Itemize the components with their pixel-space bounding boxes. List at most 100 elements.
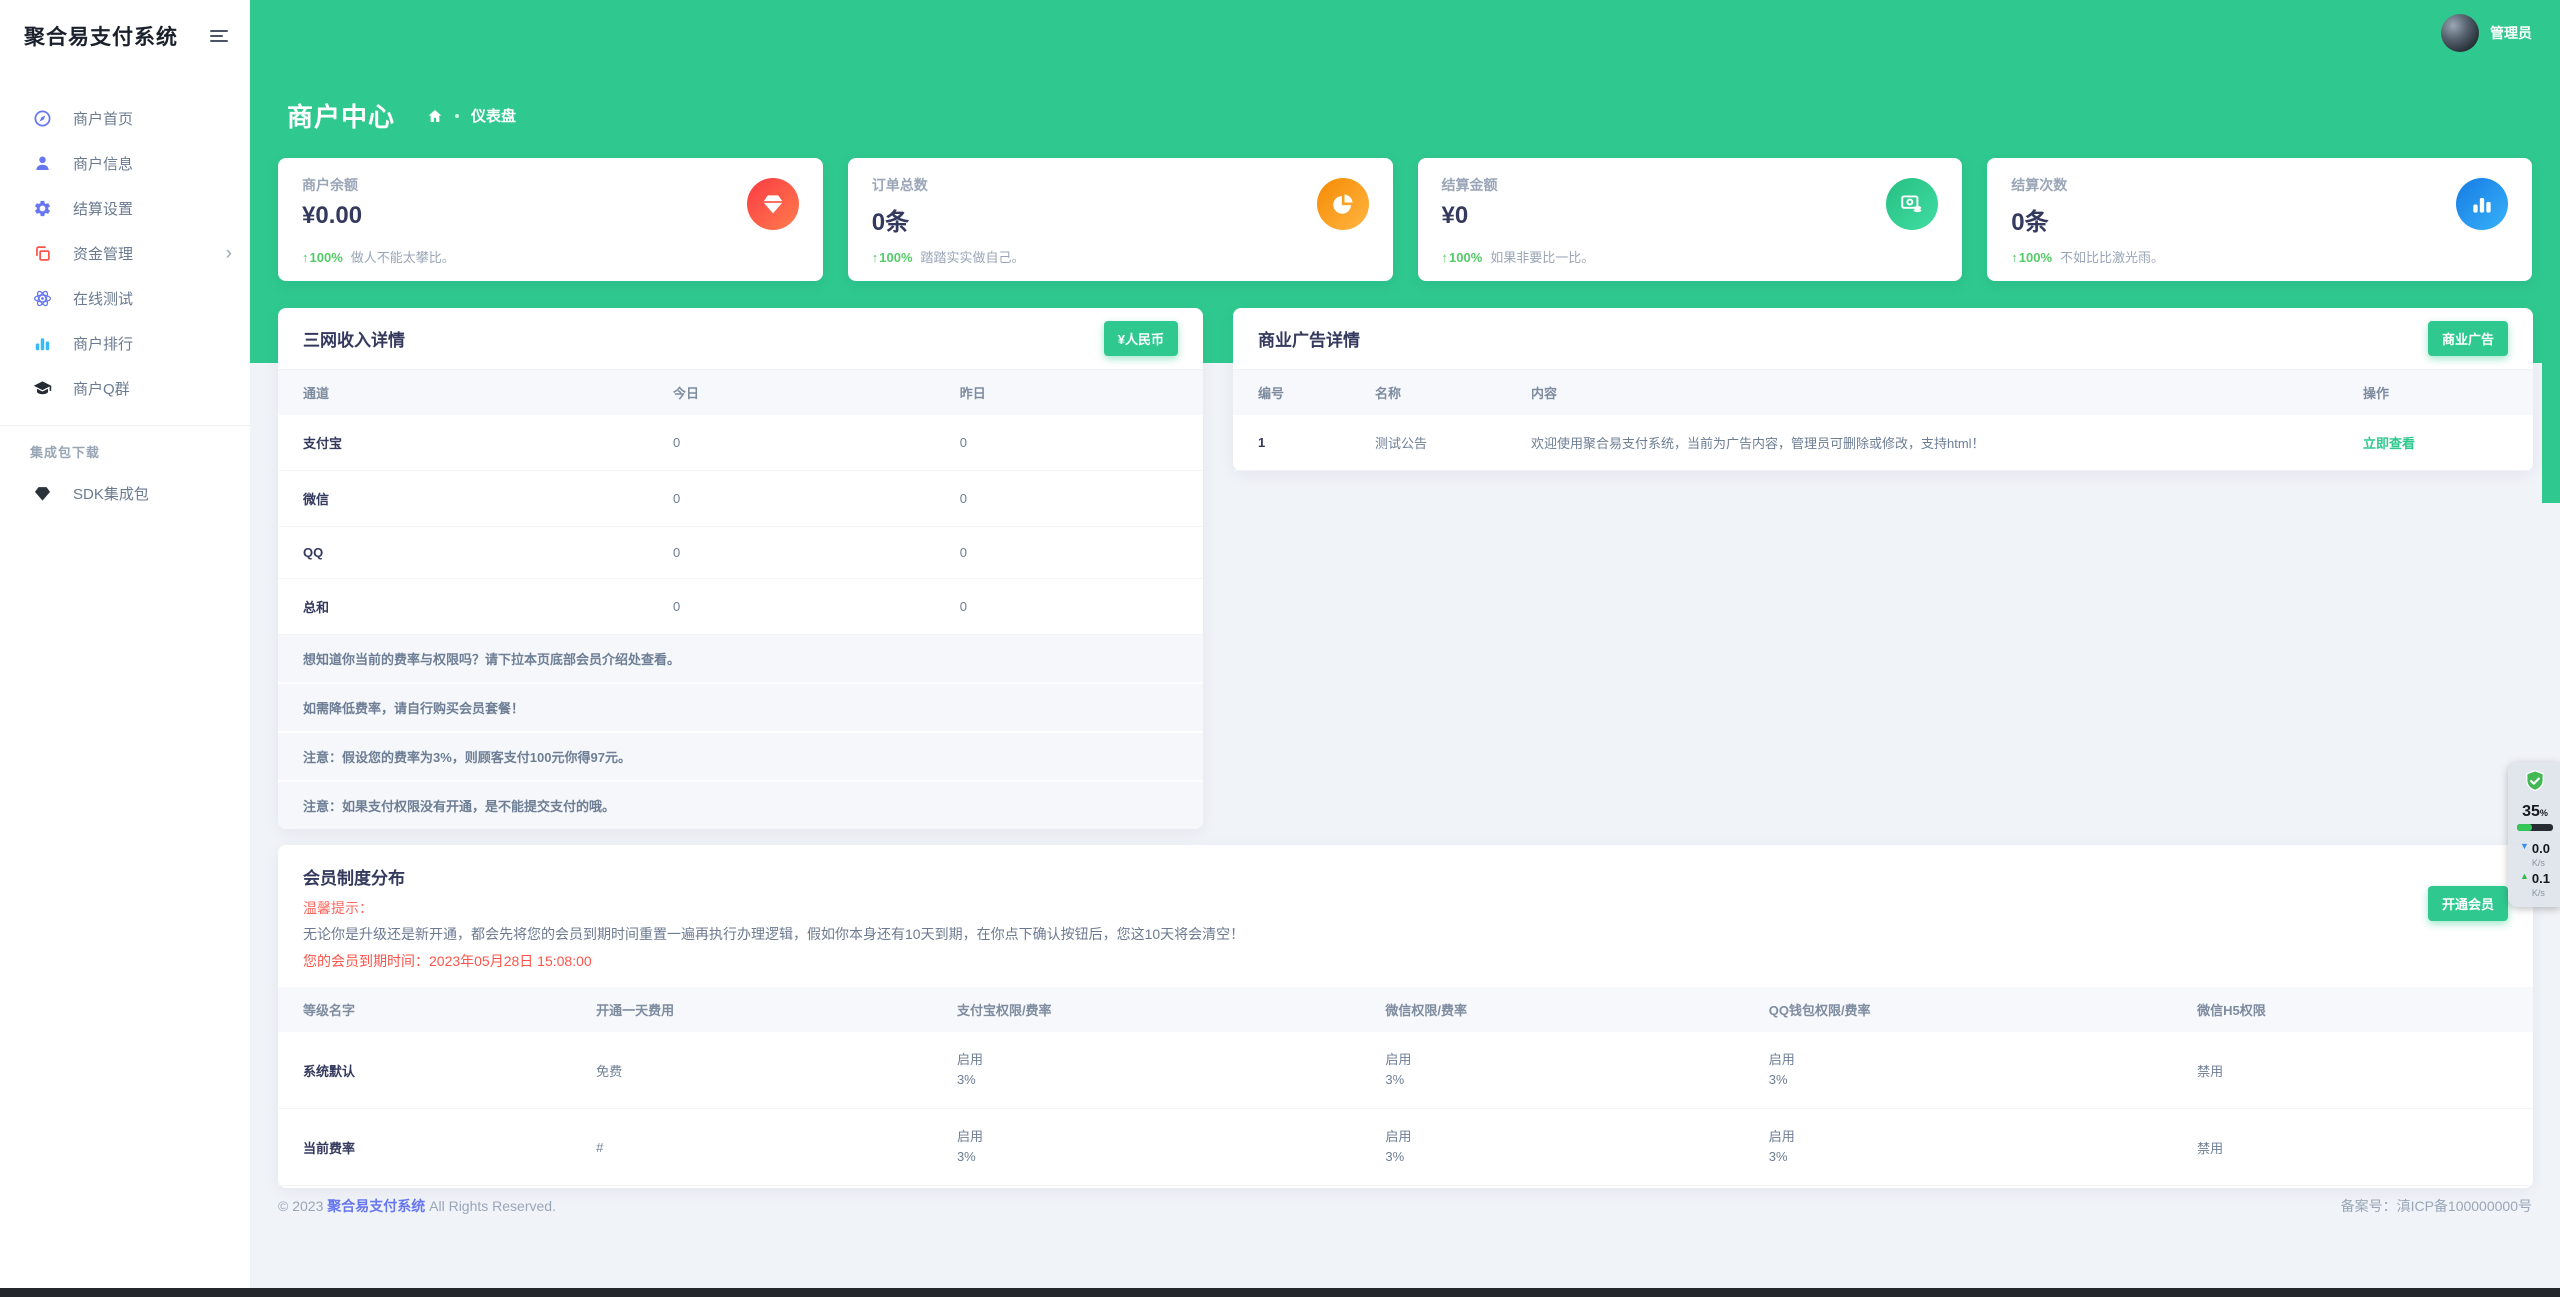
level-fee: 免费 (571, 1032, 932, 1109)
compass-icon (30, 109, 54, 128)
bar-chart-icon (30, 334, 54, 353)
trend-up-icon: 100% (2011, 250, 2052, 265)
sidebar-item-label: 商户信息 (73, 156, 134, 173)
sidebar-item-merchant-info[interactable]: 商户信息 (0, 141, 250, 186)
table-row: 1 测试公告 欢迎使用聚合易支付系统，当前为广告内容，管理员可删除或修改，支持h… (1233, 415, 2533, 471)
income-panel-header: 三网收入详情 ¥人民币 (278, 308, 1203, 370)
column-header: 微信权限/费率 (1360, 987, 1744, 1032)
sidebar-item-merchant-home[interactable]: 商户首页 (0, 96, 250, 141)
stat-value: ¥0.00 (302, 202, 363, 229)
column-header: QQ钱包权限/费率 (1743, 987, 2173, 1032)
rate-note: 注意：假设您的费率为3%，则顾客支付100元你得97元。 (278, 733, 1203, 782)
shield-check-icon (2523, 769, 2547, 798)
rate-note: 注意：如果支付权限没有开通，是不能提交支付的哦。 (278, 782, 1203, 829)
yesterday-value: 0 (934, 526, 1203, 579)
ads-button[interactable]: 商业广告 (2427, 321, 2508, 356)
footer-icp: 备案号：滇ICP备100000000号 (2340, 1198, 2532, 1214)
channel-name: 支付宝 (278, 415, 648, 471)
bottom-edge-bar (0, 1288, 2560, 1297)
breadcrumb-item[interactable]: 仪表盘 (471, 108, 517, 125)
brand-row: 聚合易支付系统 (0, 0, 250, 72)
ad-id: 1 (1233, 415, 1350, 471)
system-monitor-widget[interactable]: 35% ▼ 0.0 K/s ▲ 0.1 K/s (2508, 762, 2560, 907)
page-header: 商户中心 仪表盘 (287, 97, 516, 134)
column-header: 通道 (278, 370, 648, 415)
column-header: 支付宝权限/费率 (931, 987, 1361, 1032)
stat-card-orders: 订单总数 0条 100% 踏踏实实做自己。 (847, 158, 1393, 281)
stat-value: 0条 (871, 209, 910, 236)
membership-header: 会员制度分布 温馨提示： 无论你是升级还是新开通，都会先将您的会员到期时间重置一… (278, 845, 2533, 987)
sidebar-menu: 商户首页 商户信息 结算设置 资金管理 (0, 96, 250, 516)
sidebar-item-label: 资金管理 (73, 246, 134, 263)
arrow-up-icon: ▲ (2520, 871, 2529, 881)
sidebar-item-merchant-ranking[interactable]: 商户排行 (0, 321, 250, 366)
column-header: 名称 (1350, 370, 1506, 415)
alipay-permission: 启用 3% (931, 1108, 1361, 1186)
today-value: 0 (648, 578, 935, 635)
column-header: 编号 (1233, 370, 1350, 415)
footer-copyright: © 2023 聚合易支付系统 All Rights Reserved. (278, 1196, 556, 1216)
today-value: 0 (648, 470, 935, 527)
channel-name: 总和 (278, 578, 648, 635)
table-row: 微信 0 0 (278, 470, 1203, 527)
atom-icon (30, 289, 54, 308)
membership-panel: 会员制度分布 温馨提示： 无论你是升级还是新开通，都会先将您的会员到期时间重置一… (278, 845, 2533, 1188)
table-row: 当前费率 # 启用 3% 启用 3% 启用 3% 禁用 (278, 1108, 2533, 1186)
upload-speed-value: 0.1 (2531, 871, 2550, 886)
ad-name: 测试公告 (1350, 415, 1506, 471)
stat-note: 不如比比激光雨。 (2060, 250, 2165, 265)
view-now-link[interactable]: 立即查看 (2363, 436, 2416, 451)
qq-permission: 启用 3% (1743, 1108, 2173, 1186)
yesterday-value: 0 (934, 470, 1203, 527)
diamond-icon (30, 484, 54, 503)
stat-cards-row: 商户余额 ¥0.00 100% 做人不能太攀比。 订单总数 0条 100% 踏踏实实… (278, 158, 2532, 281)
stat-value: ¥0 (1441, 202, 1469, 229)
stat-card-settle-amount: 结算金额 ¥0 100% 如果非要比一比。 (1417, 158, 1963, 281)
sidebar-item-sdk-package[interactable]: SDK集成包 (0, 471, 250, 516)
sidebar-item-online-test[interactable]: 在线测试 (0, 276, 250, 321)
user-icon (30, 154, 54, 173)
sidebar-item-merchant-qq-group[interactable]: 商户Q群 (0, 366, 250, 411)
income-panel-title: 三网收入详情 (303, 331, 405, 350)
alipay-permission: 启用 3% (931, 1032, 1361, 1109)
sidebar-item-label: 商户首页 (73, 111, 134, 128)
gem-icon (746, 178, 799, 230)
footer-brand-link[interactable]: 聚合易支付系统 (327, 1198, 426, 1214)
home-icon[interactable] (427, 108, 443, 124)
cpu-usage-value: 35% (2522, 803, 2548, 820)
menu-divider (0, 425, 250, 426)
level-name: 当前费率 (278, 1108, 572, 1186)
column-header: 微信H5权限 (2172, 987, 2533, 1032)
sidebar-item-settlement-settings[interactable]: 结算设置 (0, 186, 250, 231)
channel-name: 微信 (278, 470, 648, 527)
sidebar-toggle-icon[interactable] (210, 27, 228, 45)
breadcrumb: 仪表盘 (427, 105, 516, 126)
avatar[interactable] (2441, 14, 2479, 52)
user-name: 管理员 (2490, 25, 2532, 41)
page-title: 商户中心 (287, 102, 396, 132)
membership-title: 会员制度分布 (303, 869, 405, 888)
user-menu[interactable]: 管理员 (2441, 14, 2532, 52)
sidebar-item-label: 在线测试 (73, 291, 134, 308)
money-icon (1886, 178, 1939, 230)
stat-note: 做人不能太攀比。 (350, 250, 455, 265)
level-fee: # (571, 1108, 932, 1186)
copy-icon (30, 244, 54, 263)
table-row: 支付宝 0 0 (278, 415, 1203, 471)
stat-label: 商户余额 (302, 177, 358, 193)
open-membership-button[interactable]: 开通会员 (2427, 886, 2508, 921)
yesterday-value: 0 (934, 415, 1203, 471)
table-row: 系统默认 免费 启用 3% 启用 3% 启用 3% 禁用 (278, 1032, 2533, 1109)
h5-permission: 禁用 (2172, 1108, 2533, 1186)
stat-trend: 100% 做人不能太攀比。 (302, 247, 455, 266)
download-speed-value: 0.0 (2531, 841, 2550, 856)
yesterday-value: 0 (934, 578, 1203, 635)
column-header: 等级名字 (278, 987, 572, 1032)
h5-permission: 禁用 (2172, 1032, 2533, 1109)
brand-title: 聚合易支付系统 (24, 26, 178, 49)
currency-button[interactable]: ¥人民币 (1103, 321, 1178, 356)
stat-label: 结算次数 (2011, 177, 2068, 193)
sidebar-item-funds-management[interactable]: 资金管理 (0, 231, 250, 276)
copyright-text: All Rights Reserved. (429, 1198, 556, 1214)
tip-label: 温馨提示： (303, 900, 373, 916)
